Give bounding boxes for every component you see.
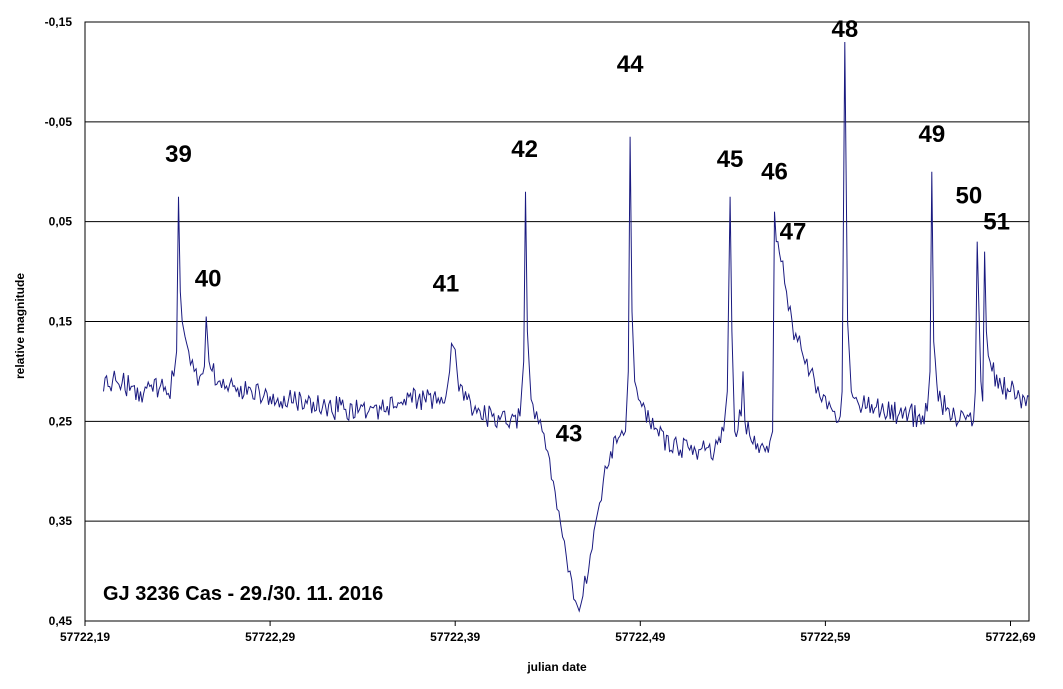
peak-label-41: 41: [433, 271, 460, 298]
peak-label-49: 49: [918, 121, 945, 148]
y-tick-label: 0,15: [49, 315, 73, 329]
plot-area-border: [84, 21, 1030, 622]
series-line: [103, 41, 1030, 613]
peak-label-45: 45: [717, 146, 744, 173]
x-axis-title: julian date: [526, 660, 587, 674]
x-tick-label: 57722,29: [245, 630, 295, 644]
peak-label-51: 51: [983, 209, 1010, 236]
x-tick-label: 57722,19: [60, 630, 110, 644]
gridlines: [85, 121, 1029, 522]
peak-label-42: 42: [511, 136, 538, 163]
y-tick-label: 0,05: [49, 215, 73, 229]
peak-label-39: 39: [165, 141, 192, 168]
x-tick-labels: 57722,19 57722,29 57722,39 57722,49 57722,59…: [60, 621, 1036, 644]
peak-label-43: 43: [556, 420, 583, 447]
y-axis-title: relative magnitude: [13, 273, 27, 379]
chart-title: GJ 3236 Cas - 29./30. 11. 2016: [103, 583, 383, 605]
peak-label-40: 40: [195, 266, 222, 293]
y-tick-label: 0,25: [49, 414, 73, 428]
x-tick-label: 57722,59: [800, 630, 850, 644]
x-tick-label: 57722,69: [985, 630, 1035, 644]
y-tick-label: 0,35: [49, 514, 73, 528]
peak-label-48: 48: [831, 16, 858, 43]
peak-label-50: 50: [955, 183, 982, 210]
y-tick-label: -0,05: [45, 115, 73, 129]
y-tick-label: 0,45: [49, 614, 73, 628]
peak-label-46: 46: [761, 159, 788, 186]
y-tick-label: -0,15: [45, 15, 73, 29]
x-tick-label: 57722,49: [615, 630, 665, 644]
y-tick-labels: -0,15 -0,05 0,05 0,15 0,25 0,35 0,45: [45, 15, 73, 628]
x-tick-label: 57722,39: [430, 630, 480, 644]
peak-label-44: 44: [617, 51, 644, 78]
peak-label-47: 47: [780, 219, 807, 246]
